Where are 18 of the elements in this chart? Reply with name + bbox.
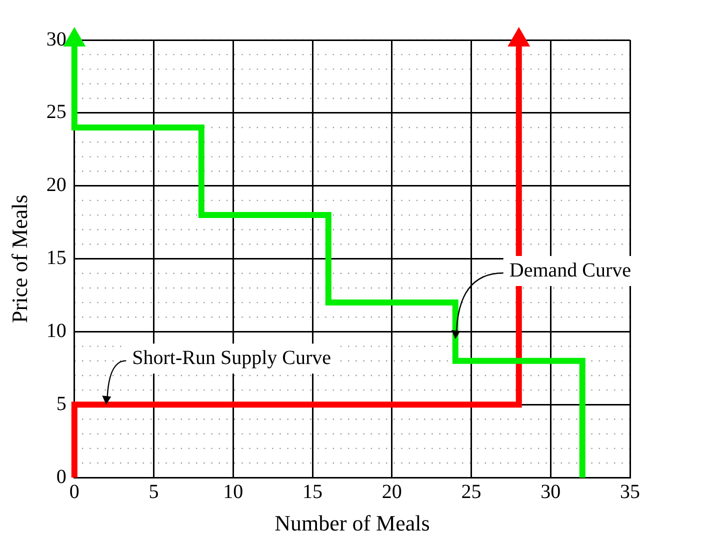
annotation: Demand Curve (509, 259, 632, 282)
y-tick-label: 5 (56, 392, 66, 415)
y-tick-label: 15 (46, 247, 66, 270)
y-axis-title: Price of Meals (6, 194, 32, 323)
y-tick-label: 10 (46, 320, 66, 342)
x-tick-label: 30 (540, 480, 561, 503)
annotation: Short-Run Supply Curve (132, 346, 332, 369)
y-tick-label: 0 (56, 466, 66, 488)
x-tick-label: 10 (223, 480, 244, 503)
y-tick-label: 20 (46, 174, 66, 196)
x-tick-label: 35 (620, 480, 640, 503)
x-tick-label: 15 (302, 480, 323, 503)
y-tick-label: 30 (46, 28, 66, 50)
x-tick-label: 20 (382, 480, 402, 503)
x-tick-label: 5 (148, 480, 159, 503)
y-tick-label: 25 (46, 101, 66, 124)
x-axis-title: Number of Meals (274, 510, 430, 536)
x-tick-label: 25 (461, 480, 482, 503)
